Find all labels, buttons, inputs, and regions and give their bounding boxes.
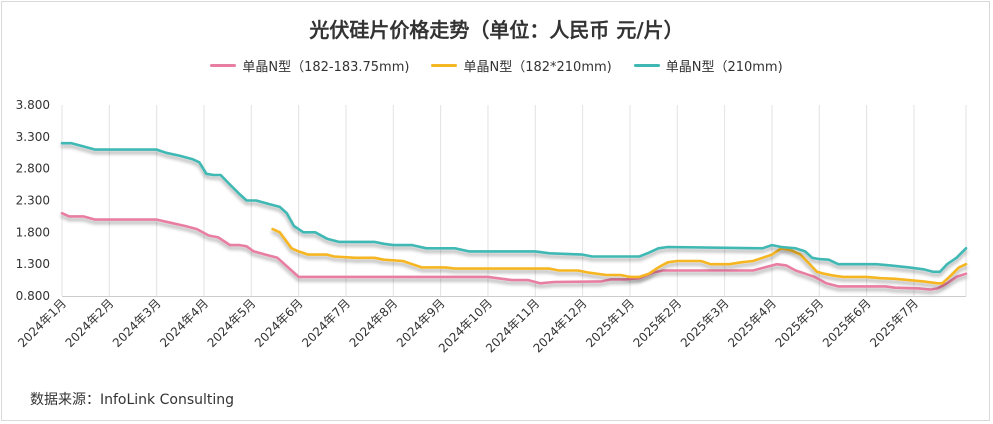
y-tick-labels: 0.800 1.300 1.800 2.300 2.800 3.300 3.800: [16, 98, 50, 303]
series-line-2: [60, 141, 968, 274]
x-tick-label: 2025年1月: [583, 296, 637, 350]
y-tick-label: 2.300: [16, 194, 50, 208]
x-tick-label: 2024年1月: [15, 296, 69, 350]
x-tick-labels: 2024年1月2024年2月2024年3月2024年4月2024年5月2024年…: [15, 296, 921, 355]
x-tick-label: 2025年3月: [678, 296, 732, 350]
x-tick-label: 2025年5月: [773, 296, 827, 350]
x-tick-label: 2024年2月: [63, 296, 117, 350]
chart-title: 光伏硅片价格走势（单位：人民币 元/片）: [309, 18, 684, 42]
x-tick-label: 2024年5月: [205, 296, 259, 350]
series-lines: [60, 141, 968, 291]
legend-swatch: [633, 64, 660, 67]
series-line-1: [271, 227, 968, 285]
x-tick-label: 2025年4月: [725, 296, 779, 350]
legend-entry-182x210[interactable]: 单晶N型（182*210mm): [431, 56, 612, 75]
y-tick-label: 1.800: [16, 225, 50, 239]
x-tick-label: 2024年6月: [252, 296, 306, 350]
chart-legend: 单晶N型（182-183.75mm) 单晶N型（182*210mm) 单晶N型（…: [0, 56, 993, 75]
x-tick-label: 2024年4月: [157, 296, 211, 350]
series-line-0: [60, 211, 968, 291]
legend-label: 单晶N型（182*210mm): [463, 60, 612, 75]
x-tick-label: 2024年7月: [299, 296, 353, 350]
grid-lines: [61, 105, 967, 296]
legend-label: 单晶N型（210mm): [665, 60, 783, 75]
data-source-note: 数据来源：InfoLink Consulting: [30, 392, 235, 408]
legend-swatch: [210, 64, 237, 67]
y-tick-label: 2.800: [16, 162, 50, 176]
x-tick-label: 2024年8月: [347, 296, 401, 350]
y-tick-label: 3.300: [16, 130, 50, 144]
y-tick-label: 1.300: [16, 257, 50, 271]
y-tick-label: 0.800: [16, 289, 50, 303]
y-tick-label: 3.800: [16, 98, 50, 112]
legend-entry-182-183[interactable]: 单晶N型（182-183.75mm): [210, 56, 409, 75]
legend-entry-210[interactable]: 单晶N型（210mm): [633, 56, 783, 75]
x-tick-label: 2025年2月: [631, 296, 685, 350]
legend-label: 单晶N型（182-183.75mm): [242, 60, 410, 75]
x-tick-label: 2024年3月: [110, 296, 164, 350]
legend-swatch: [431, 64, 458, 67]
x-tick-label: 2025年6月: [820, 296, 874, 350]
x-tick-label: 2025年7月: [867, 296, 921, 350]
